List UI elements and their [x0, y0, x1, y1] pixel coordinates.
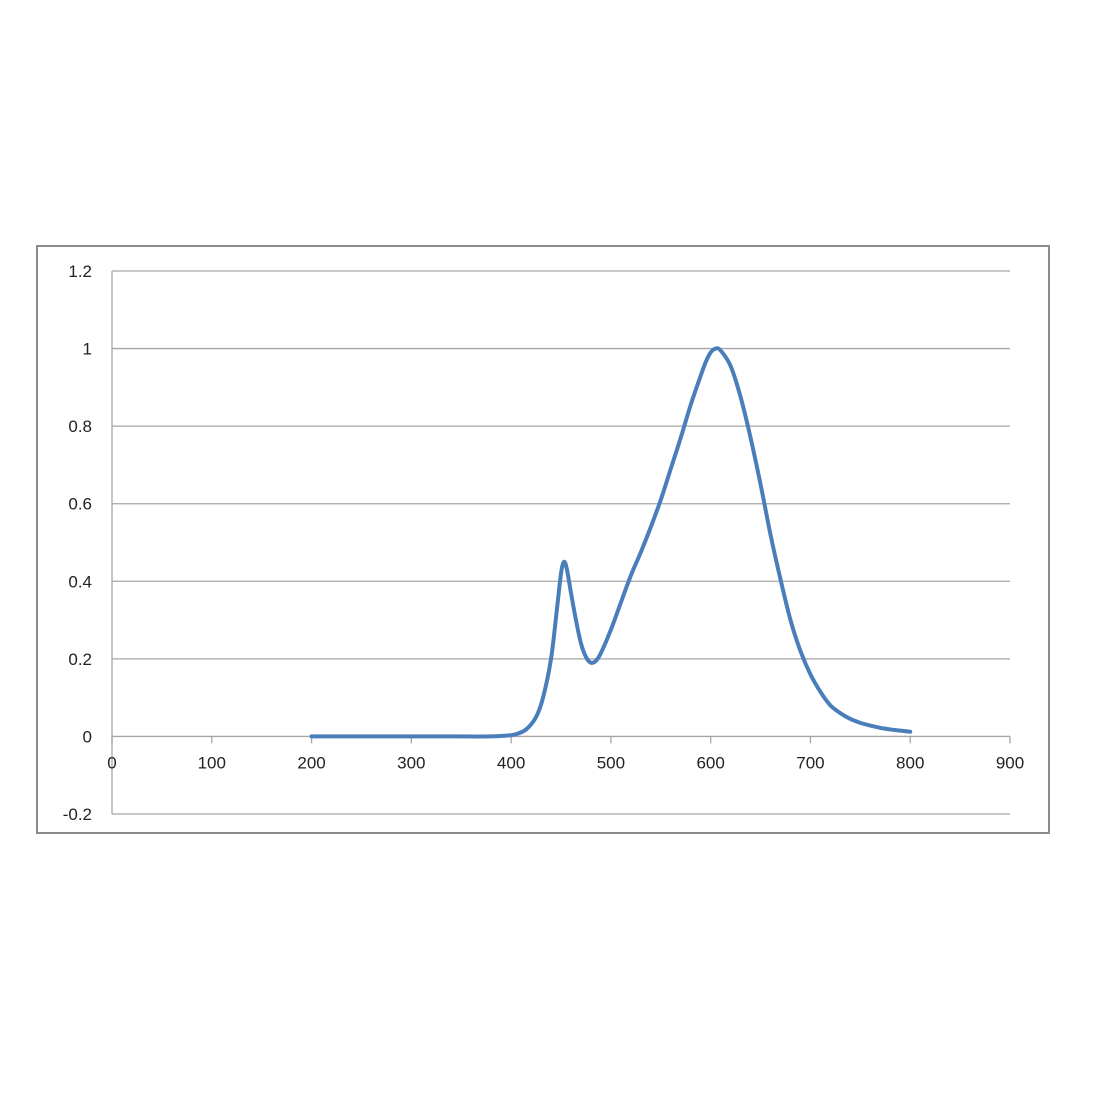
x-tick-label: 0 — [107, 753, 116, 772]
x-tick-label: 700 — [796, 753, 824, 772]
y-axis-tick-labels: -0.2 0 0.2 0.4 0.6 0.8 1 1.2 — [63, 262, 92, 824]
x-tick-label: 400 — [497, 753, 525, 772]
y-tick-label: 0.4 — [68, 572, 92, 591]
x-tick-label: 100 — [198, 753, 226, 772]
chart-frame: -0.2 0 0.2 0.4 0.6 0.8 1 1.2 0 100 200 300 400 500 60… — [36, 245, 1050, 834]
series-layer — [309, 346, 913, 739]
y-tick-label: 0 — [83, 727, 92, 746]
y-tick-label: 0.6 — [68, 495, 92, 514]
x-tick-label: 900 — [996, 753, 1024, 772]
line-chart: -0.2 0 0.2 0.4 0.6 0.8 1 1.2 0 100 200 300 400 500 60… — [63, 262, 1024, 824]
x-axis — [111, 736, 1011, 744]
x-tick-label: 500 — [597, 753, 625, 772]
x-tick-label: 300 — [397, 753, 425, 772]
y-tick-label: 1 — [83, 340, 92, 359]
x-tick-label: 800 — [896, 753, 924, 772]
gridlines — [111, 270, 1010, 815]
y-tick-label: 1.2 — [68, 262, 92, 281]
y-tick-label: 0.8 — [68, 417, 92, 436]
x-tick-label: 600 — [696, 753, 724, 772]
y-tick-label: -0.2 — [63, 805, 92, 824]
x-tick-label: 200 — [297, 753, 325, 772]
series-line — [309, 346, 913, 739]
y-tick-label: 0.2 — [68, 650, 92, 669]
x-axis-tick-labels: 0 100 200 300 400 500 600 700 800 900 — [107, 753, 1024, 772]
